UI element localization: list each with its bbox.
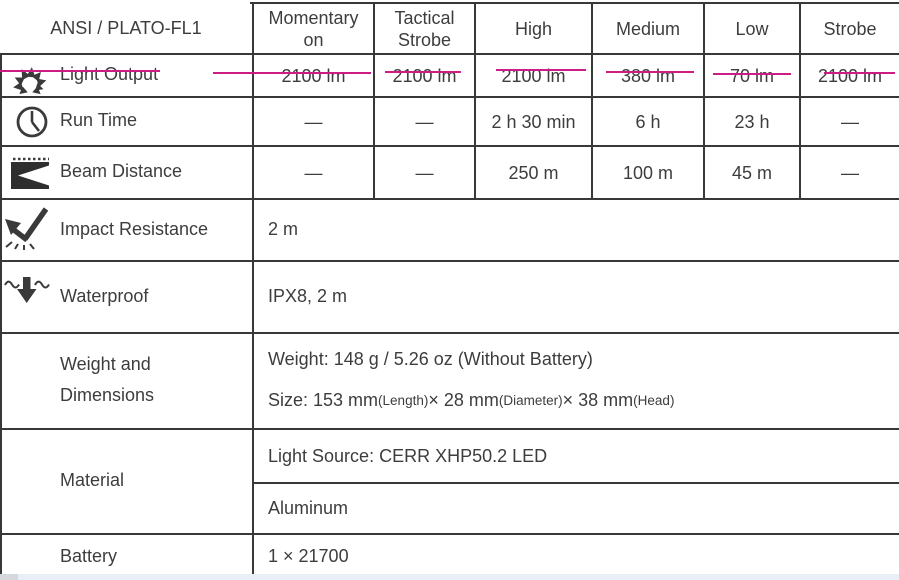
value-run-time-high: 2 h 30 min (491, 111, 576, 132)
size-part-small: (Length) (378, 392, 429, 408)
row-label-material: Material (60, 470, 125, 490)
table-border-line (252, 482, 899, 484)
strikethrough-annotation (713, 73, 791, 75)
table-border-line (703, 2, 705, 198)
scrollbar-corner (0, 574, 18, 580)
value-run-time-low: 23 h (734, 111, 770, 132)
value-light-source: Light Source: CERR XHP50.2 LED (268, 445, 548, 466)
strikethrough-annotation (385, 71, 461, 73)
header-col-tactical-strobe: Tactical Strobe (394, 7, 455, 50)
value-impact-resistance: 2 m (268, 218, 299, 239)
value-run-time-tactical: — (415, 111, 434, 132)
table-border-line (474, 2, 476, 198)
table-border-line (252, 2, 254, 580)
size-part: × 28 mm (428, 389, 499, 410)
value-light-output-medium: 380 lm (620, 65, 676, 86)
strikethrough-annotation (824, 72, 895, 74)
header-col-high: High (514, 18, 553, 39)
value-light-output-momentary: 2100 lm (281, 65, 346, 86)
value-battery: 1 × 21700 (268, 546, 349, 566)
light-output-icon (3, 57, 57, 95)
strikethrough-annotation (606, 71, 694, 73)
value-size: Size: 153 mm (Length) × 28 mm (Diameter)… (268, 385, 888, 415)
size-part-small: (Head) (633, 392, 675, 408)
value-beam-distance-tactical: — (415, 162, 434, 183)
value-beam-distance-high: 250 m (508, 162, 559, 183)
value-waterproof: IPX8, 2 m (268, 285, 348, 306)
size-part: × 38 mm (562, 389, 634, 410)
table-border-line (0, 332, 899, 334)
header-col-strobe: Strobe (823, 18, 877, 39)
table-border-line (0, 96, 899, 98)
table-border-line (0, 198, 899, 200)
table-border-line (250, 2, 899, 4)
row-label-impact-resistance: Impact Resistance (60, 218, 209, 239)
value-run-time-medium: 6 h (635, 111, 661, 132)
size-part: Size: 153 mm (268, 389, 379, 410)
strikethrough-annotation (0, 70, 160, 72)
value-run-time-strobe: — (841, 111, 859, 132)
value-material-body: Aluminum (268, 498, 349, 518)
row-label-waterproof: Waterproof (60, 285, 149, 306)
table-border-line (0, 428, 899, 430)
table-border-line (0, 145, 899, 147)
value-beam-distance-medium: 100 m (622, 162, 674, 183)
table-border-line (0, 533, 899, 535)
table-border-line (799, 2, 801, 198)
value-run-time-momentary: — (304, 111, 323, 132)
value-weight: Weight: 148 g / 5.26 oz (Without Battery… (268, 348, 593, 369)
table-border-line (0, 53, 2, 580)
table-border-line (591, 2, 593, 198)
row-label-battery: Battery (60, 546, 118, 566)
table-border-line (0, 260, 899, 262)
horizontal-scrollbar[interactable] (18, 574, 899, 580)
value-beam-distance-low: 45 m (731, 162, 773, 183)
table-border-line (0, 53, 899, 55)
impact-resistance-icon (2, 205, 52, 251)
value-light-output-tactical: 2100 lm (392, 65, 457, 86)
row-label-weight-dimensions: Weight and Dimensions (60, 354, 155, 405)
beam-distance-icon (8, 156, 54, 192)
value-light-output-high: 2100 lm (501, 65, 566, 86)
header-col-momentary-on: Momentary on (268, 7, 359, 50)
waterproof-icon (3, 274, 51, 308)
row-label-light-output: Light Output (60, 64, 159, 84)
value-light-output-low: 70 lm (729, 65, 774, 86)
header-col-low: Low (735, 18, 769, 39)
value-beam-distance-strobe: — (841, 162, 859, 183)
row-label-beam-distance: Beam Distance (60, 161, 183, 181)
header-col-medium: Medium (615, 18, 681, 39)
row-label-run-time: Run Time (60, 110, 138, 130)
strikethrough-annotation (496, 69, 586, 71)
table-border-line (373, 2, 375, 198)
value-beam-distance-momentary: — (304, 162, 323, 183)
header-corner-label: ANSI / PLATO-FL1 (50, 17, 202, 38)
run-time-icon (14, 104, 50, 140)
size-part-small: (Diameter) (498, 392, 563, 408)
strikethrough-annotation (213, 72, 371, 74)
value-light-output-strobe: 2100 lm (817, 65, 883, 86)
